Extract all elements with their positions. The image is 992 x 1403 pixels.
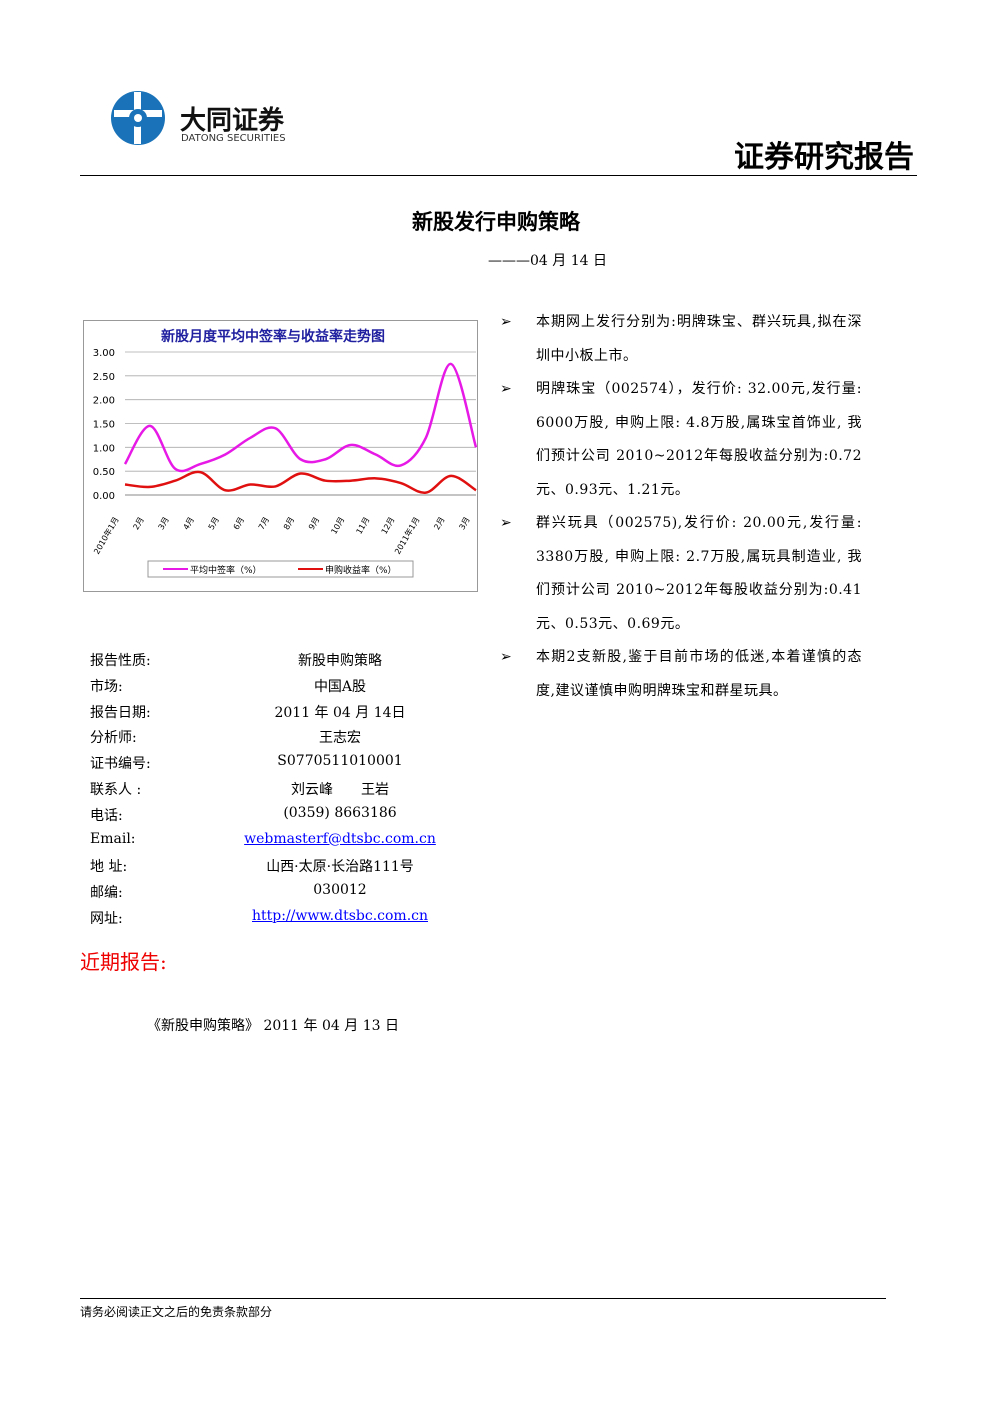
- info-row: 联系人 : 刘云峰 王岩: [90, 779, 490, 805]
- info-label: 报告日期:: [90, 704, 151, 721]
- chart-border: [83, 320, 478, 592]
- bullet-marker: ➢: [500, 649, 513, 665]
- info-label: 市场:: [90, 678, 123, 695]
- company-name-en: DATONG SECURITIES: [181, 133, 286, 144]
- info-label: 联系人 :: [90, 782, 142, 798]
- info-value: 中国A股: [313, 678, 367, 695]
- recent-list: 《新股申购策略》 2011 年 04 月 13 日: [147, 1015, 399, 1035]
- info-label: Email:: [90, 830, 136, 847]
- y-tick-label: 0.00: [93, 491, 115, 502]
- info-label: 邮编:: [90, 885, 123, 902]
- info-row: 报告性质: 新股申购策略: [90, 650, 490, 676]
- bullet-marker: ➢: [500, 314, 513, 330]
- header-rule: [80, 175, 917, 176]
- info-label: 证书编号:: [90, 756, 151, 773]
- company-name: 大同证券: [180, 106, 285, 136]
- info-row: 邮编: 030012: [90, 882, 490, 908]
- info-row: 市场: 中国A股: [90, 676, 490, 702]
- logo-mark: [111, 91, 165, 145]
- info-value: 刘云峰 王岩: [291, 782, 389, 798]
- chart: 新股月度平均中签率与收益率走势图 0.00 0.50 1.00 1.50 2.00 2.5…: [83, 320, 478, 592]
- info-value: (0359) 8663186: [283, 804, 397, 821]
- bullet-item: ➢ 本期2支新股,鉴于目前市场的低迷,本着谨慎的态度,建议谨慎申购明牌珠宝和群星玩…: [500, 641, 862, 708]
- info-label: 报告性质:: [90, 653, 151, 669]
- info-row: Email: webmasterf@dtsbc.com.cn: [90, 831, 490, 857]
- info-label: 分析师:: [90, 730, 137, 747]
- recent-heading: 近期报告:: [80, 950, 167, 974]
- footer: 请务必阅读正文之后的免责条款部分: [80, 1305, 273, 1319]
- info-row: 电话: (0359) 8663186: [90, 805, 490, 831]
- legend-box: [147, 560, 414, 578]
- info-value: S0770511010001: [277, 753, 403, 770]
- info-label: 网址:: [90, 911, 123, 927]
- y-tick-label: 2.00: [93, 396, 115, 407]
- info-value: 新股申购策略: [298, 653, 382, 669]
- bullet-marker: ➢: [500, 381, 513, 397]
- y-tick-label: 1.00: [93, 443, 115, 454]
- report-type: 证券研究报告: [734, 140, 914, 175]
- info-link[interactable]: http://www.dtsbc.com.cn: [252, 908, 428, 924]
- y-tick-label: 2.50: [93, 372, 115, 383]
- title: 新股发行申购策略: [412, 209, 580, 234]
- bullet-marker: ➢: [500, 515, 513, 531]
- info-row: 报告日期: 2011 年 04 月 14日: [90, 702, 490, 728]
- bullet-item: ➢ 明牌珠宝（002574），发行价: 32.00元,发行量: 6000万股, 申…: [500, 373, 862, 507]
- info-row: 分析师: 王志宏: [90, 727, 490, 753]
- info-row: 地 址: 山西·太原·长治路111号: [90, 856, 490, 882]
- bullet-text: 群兴玩具（002575),发行价: 20.00元,发行量: 3380万股, 申购…: [536, 515, 862, 632]
- subtitle: ———04 月 14 日: [488, 253, 607, 269]
- series-line: [124, 470, 477, 494]
- bullet-item: ➢ 本期网上发行分别为:明牌珠宝、群兴玩具,拟在深圳中小板上市。: [500, 306, 862, 373]
- info-row: 证书编号: S0770511010001: [90, 753, 490, 779]
- bullet-item: ➢ 群兴玩具（002575),发行价: 20.00元,发行量: 3380万股, 申…: [500, 507, 862, 641]
- y-tick-label: 3.00: [93, 348, 115, 359]
- recent-item: 《新股申购策略》 2011 年 04 月 13 日: [147, 1018, 399, 1034]
- info-value: 山西·太原·长治路111号: [266, 859, 414, 876]
- info-value: 2011 年 04 月 14日: [274, 704, 406, 721]
- series-line: [123, 362, 478, 473]
- info-label: 电话:: [90, 807, 123, 824]
- bullets: ➢ 本期网上发行分别为:明牌珠宝、群兴玩具,拟在深圳中小板上市。 ➢ 明牌珠宝（002…: [500, 306, 862, 708]
- info-link[interactable]: webmasterf@dtsbc.com.cn: [244, 830, 436, 847]
- info-label: 地 址:: [90, 859, 128, 876]
- footer-rule: [80, 1298, 886, 1299]
- legend-label: 申购收益率（%）: [325, 564, 397, 576]
- bullet-text: 本期2支新股,鉴于目前市场的低迷,本着谨慎的态度,建议谨慎申购明牌珠宝和群星玩具…: [536, 649, 862, 699]
- bullet-text: 明牌珠宝（002574），发行价: 32.00元,发行量: 6000万股, 申购…: [536, 381, 862, 498]
- y-tick-label: 0.50: [93, 467, 115, 478]
- bullet-text: 本期网上发行分别为:明牌珠宝、群兴玩具,拟在深圳中小板上市。: [536, 314, 862, 364]
- legend-label: 平均中签率（%）: [190, 564, 262, 576]
- info-value: 王志宏: [319, 730, 361, 747]
- y-tick-label: 1.50: [93, 420, 115, 431]
- info-row: 网址: http://www.dtsbc.com.cn: [90, 908, 490, 934]
- info-value: 030012: [313, 882, 367, 899]
- chart-title: 新股月度平均中签率与收益率走势图: [161, 328, 385, 345]
